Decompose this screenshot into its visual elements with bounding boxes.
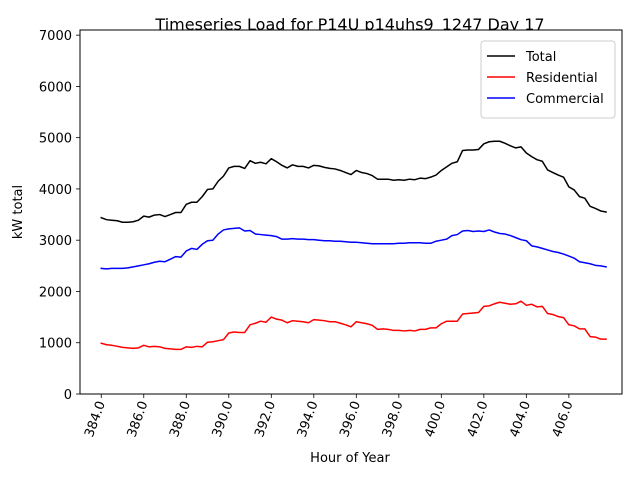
series-line-commercial	[100, 227, 607, 270]
y-tick-label: 7000	[39, 29, 72, 44]
y-tick-label: 6000	[39, 80, 72, 95]
y-axis: 0 1000 2000 3000 4000 5000 6000 7000	[39, 29, 80, 403]
y-tick-label: 1000	[39, 337, 72, 352]
series-layer	[100, 140, 607, 351]
series-line-residential	[100, 300, 607, 351]
y-tick-label: 5000	[39, 132, 72, 147]
series-line-total	[100, 140, 607, 223]
legend-label-residential: Residential	[526, 71, 598, 86]
x-axis: 384.0 386.0 388.0 390.0 392.0 394.0 396.0 398.0…	[82, 394, 577, 439]
plot-frame	[79, 29, 623, 395]
legend-label-commercial: Commercial	[526, 92, 604, 107]
y-axis-label: kW total	[11, 185, 26, 239]
y-tick-label: 4000	[39, 183, 72, 198]
y-tick-label: 3000	[39, 234, 72, 249]
legend-label-total: Total	[525, 50, 556, 65]
y-tick-label: 0	[64, 388, 72, 403]
legend: Total Residential Commercial	[480, 40, 616, 119]
x-axis-label: Hour of Year	[310, 451, 390, 466]
y-tick-label: 2000	[39, 285, 72, 300]
